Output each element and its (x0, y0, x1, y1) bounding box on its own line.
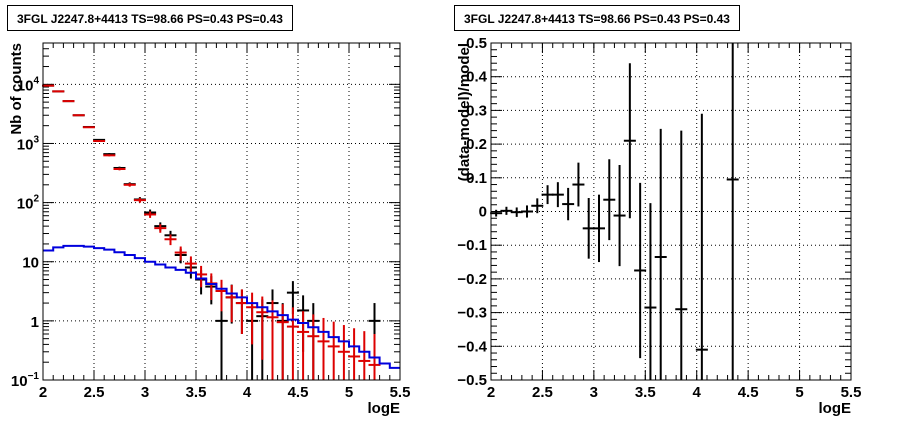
x-tick-label: 5.5 (390, 384, 411, 401)
x-tick-label: 5 (795, 384, 803, 401)
y-axis-label: (data-model)/model (456, 43, 473, 181)
y-tick-label: 0.5 (466, 35, 487, 52)
x-tick-label: 3 (590, 384, 598, 401)
x-tick-label: 3.5 (186, 384, 207, 401)
left-chart-title: 3FGL J2247.8+4413 TS=98.66 PS=0.43 PS=0.… (7, 5, 293, 31)
series-0 (42, 84, 381, 380)
y-tick-label: −0.5 (457, 372, 487, 389)
plot-frame (490, 42, 852, 381)
x-tick-label: 4 (693, 384, 702, 401)
x-tick-label: 4.5 (738, 384, 759, 401)
right-chart-title: 3FGL J2247.8+4413 TS=98.66 PS=0.43 PS=0.… (454, 5, 740, 31)
x-tick-label: 4.5 (288, 384, 309, 401)
x-tick-label: 5 (345, 384, 353, 401)
y-tick-label: 0 (479, 204, 487, 221)
y-tick-label: 0.2 (466, 136, 487, 153)
x-tick-label: 2 (39, 384, 47, 401)
y-tick-label: 0.4 (466, 69, 488, 86)
y-axis-label: Nb of counts (8, 43, 25, 135)
x-tick-label: 2.5 (532, 384, 553, 401)
x-axis-label: logE (819, 400, 852, 417)
y-tick-label: −0.4 (457, 338, 487, 355)
y-tick-label: −0.3 (457, 305, 487, 322)
model-step-line (43, 244, 400, 369)
y-tick-label: 10 (22, 255, 39, 272)
series-2 (43, 244, 400, 369)
x-tick-label: 3 (141, 384, 149, 401)
x-tick-label: 5.5 (841, 384, 862, 401)
y-tick-label: 0.1 (466, 170, 487, 187)
plot-frame (42, 42, 401, 381)
x-tick-label: 2 (487, 384, 495, 401)
y-tick-label: 103 (17, 134, 40, 153)
series-1 (42, 84, 381, 380)
y-tick-label: 1 (31, 314, 39, 331)
y-tick-label: −0.2 (457, 271, 487, 288)
series-0 (490, 43, 739, 380)
y-tick-label: 102 (17, 194, 40, 213)
y-tick-label: 10−1 (11, 371, 40, 390)
y-tick-label: −0.1 (457, 237, 487, 254)
x-tick-label: 2.5 (84, 384, 105, 401)
x-tick-label: 3.5 (635, 384, 656, 401)
x-axis-label: logE (368, 400, 401, 417)
x-tick-label: 4 (243, 384, 252, 401)
y-tick-label: 0.3 (466, 102, 487, 119)
